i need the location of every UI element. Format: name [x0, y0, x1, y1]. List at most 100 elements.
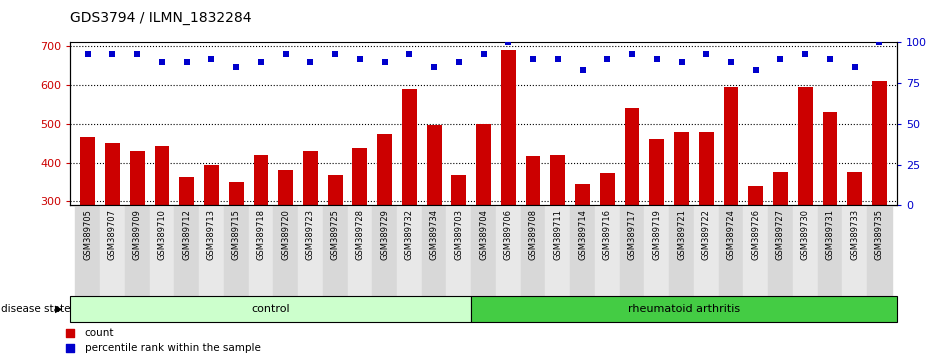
- Point: [649, 56, 664, 62]
- Text: GSM389713: GSM389713: [207, 209, 216, 260]
- Bar: [175, 205, 199, 296]
- Point: [345, 145, 360, 150]
- Point: [550, 56, 565, 62]
- Bar: [670, 205, 694, 296]
- Bar: [471, 296, 897, 322]
- Bar: [674, 132, 689, 318]
- Bar: [595, 205, 620, 296]
- Text: GSM389711: GSM389711: [553, 209, 562, 260]
- Text: GSM389712: GSM389712: [182, 209, 192, 260]
- Point: [229, 64, 244, 70]
- Bar: [550, 155, 565, 318]
- Bar: [521, 205, 546, 296]
- Bar: [75, 205, 100, 296]
- Text: GSM389721: GSM389721: [677, 209, 686, 260]
- Point: [105, 51, 120, 57]
- Text: GSM389730: GSM389730: [801, 209, 809, 260]
- Bar: [872, 81, 886, 318]
- Text: GSM389708: GSM389708: [529, 209, 537, 260]
- Bar: [323, 205, 347, 296]
- Bar: [644, 205, 670, 296]
- Bar: [179, 177, 194, 318]
- Text: GSM389725: GSM389725: [331, 209, 340, 260]
- Text: GSM389734: GSM389734: [430, 209, 439, 260]
- Bar: [526, 156, 541, 318]
- Text: GSM389704: GSM389704: [479, 209, 488, 260]
- Text: GSM389724: GSM389724: [727, 209, 735, 260]
- Bar: [496, 205, 521, 296]
- Text: control: control: [252, 304, 290, 314]
- Text: GSM389705: GSM389705: [84, 209, 92, 260]
- Text: GSM389726: GSM389726: [751, 209, 761, 260]
- Text: GSM389716: GSM389716: [603, 209, 612, 260]
- Text: GSM389703: GSM389703: [454, 209, 463, 260]
- Point: [526, 56, 541, 62]
- Bar: [699, 132, 714, 318]
- Text: rheumatoid arthritis: rheumatoid arthritis: [628, 304, 740, 314]
- Point: [154, 59, 169, 65]
- Bar: [278, 170, 293, 318]
- Point: [352, 56, 367, 62]
- Bar: [724, 87, 738, 318]
- Text: GSM389731: GSM389731: [825, 209, 835, 260]
- Point: [699, 51, 714, 57]
- Bar: [352, 148, 367, 318]
- Bar: [81, 137, 95, 318]
- Point: [500, 40, 516, 45]
- Bar: [298, 205, 323, 296]
- Bar: [303, 151, 317, 318]
- Point: [723, 59, 738, 65]
- Text: GSM389732: GSM389732: [405, 209, 414, 260]
- Text: GSM389714: GSM389714: [578, 209, 587, 260]
- Point: [179, 59, 194, 65]
- Bar: [422, 205, 446, 296]
- Bar: [575, 184, 590, 318]
- Text: GSM389728: GSM389728: [355, 209, 364, 260]
- Bar: [223, 205, 249, 296]
- Text: GSM389735: GSM389735: [875, 209, 884, 260]
- Bar: [823, 112, 838, 318]
- Point: [600, 56, 615, 62]
- Bar: [624, 108, 639, 318]
- Bar: [798, 87, 812, 318]
- Text: GSM389710: GSM389710: [158, 209, 166, 260]
- Text: ▶: ▶: [54, 304, 62, 314]
- Bar: [570, 205, 595, 296]
- Text: disease state: disease state: [1, 304, 73, 314]
- Point: [872, 40, 887, 45]
- Bar: [500, 50, 516, 318]
- Bar: [650, 139, 664, 318]
- Bar: [130, 151, 145, 318]
- Point: [402, 51, 417, 57]
- Bar: [372, 205, 397, 296]
- Text: GSM389706: GSM389706: [504, 209, 513, 260]
- Text: GSM389723: GSM389723: [306, 209, 315, 260]
- Bar: [748, 186, 763, 318]
- Bar: [718, 205, 744, 296]
- Bar: [377, 133, 393, 318]
- Text: GSM389727: GSM389727: [776, 209, 785, 260]
- Bar: [476, 124, 491, 318]
- Bar: [793, 205, 818, 296]
- Text: GSM389709: GSM389709: [132, 209, 142, 260]
- Bar: [273, 205, 298, 296]
- Text: percentile rank within the sample: percentile rank within the sample: [85, 343, 260, 353]
- Point: [130, 51, 145, 57]
- Bar: [867, 205, 892, 296]
- Bar: [842, 205, 867, 296]
- Text: GSM389722: GSM389722: [701, 209, 711, 260]
- Point: [674, 59, 689, 65]
- Point: [303, 59, 318, 65]
- Bar: [229, 182, 243, 318]
- Bar: [70, 296, 471, 322]
- Bar: [347, 205, 372, 296]
- Text: GSM389717: GSM389717: [627, 209, 637, 260]
- Text: GSM389707: GSM389707: [108, 209, 117, 260]
- Point: [345, 281, 360, 287]
- Point: [748, 67, 763, 73]
- Bar: [426, 125, 441, 318]
- Bar: [249, 205, 273, 296]
- Bar: [125, 205, 149, 296]
- Point: [452, 59, 467, 65]
- Point: [823, 56, 838, 62]
